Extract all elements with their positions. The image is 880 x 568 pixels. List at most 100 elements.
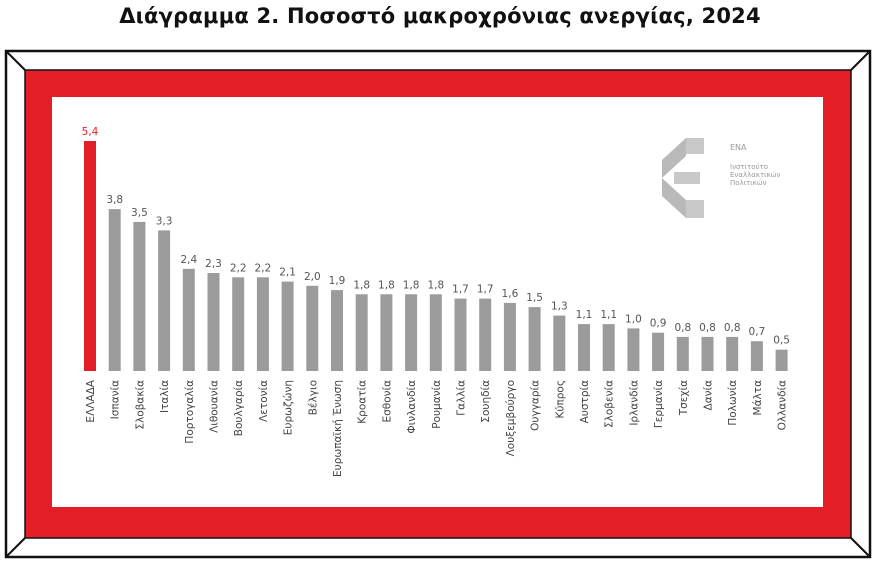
category-label-19: Κύπρος (554, 380, 566, 419)
value-label-28: 0,5 (773, 335, 790, 347)
bar-4 (182, 268, 195, 371)
value-label-17: 1,6 (502, 288, 519, 300)
category-label-8: Ευρωζώνη (283, 380, 295, 435)
category-label-13: Φινλανδία (406, 380, 418, 434)
category-label-17: Λουξεμβούργο (505, 380, 517, 456)
category-label-24: Τσεχία (678, 380, 690, 416)
value-label-24: 0,8 (674, 322, 691, 334)
value-label-14: 1,8 (427, 279, 444, 291)
chart-title: Διάγραμμα 2. Ποσοστό μακροχρόνιας ανεργί… (119, 4, 761, 28)
bar-3 (158, 230, 171, 371)
frame-bevel-tr (850, 50, 871, 71)
value-label-1: 3,8 (106, 194, 123, 206)
category-label-9: Βέλγιο (307, 380, 319, 415)
bar-14 (429, 294, 442, 371)
bar-7 (256, 277, 269, 371)
value-label-5: 2,3 (205, 258, 222, 270)
category-label-11: Κροατία (357, 380, 369, 424)
category-label-28: Ολλανδία (777, 380, 789, 430)
bar-27 (750, 341, 763, 371)
category-label-7: Λετονία (258, 380, 270, 422)
category-label-22: Ιρλανδία (628, 380, 640, 426)
bar-25 (701, 336, 714, 371)
value-label-16: 1,7 (477, 284, 494, 296)
category-label-20: Αυστρία (579, 380, 591, 423)
logo-abbr: ΕΝΑ (730, 143, 747, 152)
category-label-5: Λιθουανία (209, 380, 221, 433)
value-label-15: 1,7 (452, 284, 469, 296)
bar-23 (652, 332, 665, 371)
category-label-26: Πολωνία (727, 380, 739, 426)
bar-22 (627, 328, 640, 371)
category-label-2: Σλοβακία (134, 380, 146, 430)
bar-12 (380, 294, 393, 371)
category-label-3: Ιταλία (159, 380, 171, 413)
category-label-14: Ρουμανία (431, 380, 443, 429)
bar-8 (281, 281, 294, 371)
category-label-27: Μάλτα (752, 380, 764, 416)
bar-18 (528, 307, 541, 371)
ena-logo: ΕΝΑ Ινστιτούτο Εναλλακτικών Πολιτικών (660, 138, 790, 220)
value-label-27: 0,7 (749, 326, 766, 338)
value-label-3: 3,3 (156, 215, 173, 227)
bar-11 (355, 294, 368, 371)
category-label-0: ΕΛΛΑΔΑ (85, 379, 97, 422)
bar-19 (553, 315, 566, 371)
logo-line3: Πολιτικών (730, 179, 767, 187)
value-label-13: 1,8 (403, 279, 420, 291)
category-label-4: Πορτογαλία (184, 380, 196, 444)
value-label-2: 3,5 (131, 207, 148, 219)
ena-logo-mark (662, 138, 704, 218)
value-label-19: 1,3 (551, 301, 568, 313)
bar-26 (726, 336, 739, 371)
bar-13 (405, 294, 418, 371)
bar-5 (207, 273, 220, 371)
bar-20 (578, 324, 590, 371)
bar-10 (331, 290, 343, 371)
bar-24 (676, 336, 689, 371)
value-label-23: 0,9 (650, 318, 667, 330)
value-label-20: 1,1 (576, 309, 593, 321)
category-label-21: Σλοβενία (604, 380, 616, 428)
value-label-11: 1,8 (353, 279, 370, 291)
value-label-12: 1,8 (378, 279, 395, 291)
value-label-22: 1,0 (625, 313, 642, 325)
value-label-4: 2,4 (180, 254, 197, 266)
value-label-18: 1,5 (526, 292, 543, 304)
value-labels-group: 5,4 3,8 3,5 3,3 2,4 2,3 2,2 2,2 2,1 2,0 1,9 1,8 1,8 1… (82, 126, 790, 347)
category-label-10: Ευρωπαϊκή Ένωση (332, 380, 344, 477)
category-label-25: Δανία (703, 380, 715, 411)
category-label-18: Ουγγαρία (530, 380, 542, 431)
category-label-16: Σουηδία (480, 380, 492, 423)
frame-bevel-tl (5, 50, 26, 71)
bar-15 (454, 298, 467, 371)
frame-bevel-br (850, 537, 871, 558)
value-label-7: 2,2 (255, 262, 272, 274)
frame-bevel-bl (5, 537, 26, 558)
bar-9 (306, 285, 319, 371)
bar-2 (133, 221, 146, 371)
bar-1 (108, 209, 121, 371)
bar-28 (775, 349, 788, 371)
category-label-15: Γαλλία (456, 380, 468, 416)
value-label-8: 2,1 (279, 267, 296, 279)
value-label-6: 2,2 (230, 262, 247, 274)
bar-17 (503, 302, 516, 371)
value-label-10: 1,9 (329, 275, 346, 287)
bar-6 (232, 277, 245, 371)
bar-0 (84, 141, 96, 371)
logo-line1: Ινστιτούτο (730, 163, 769, 171)
logo-line2: Εναλλακτικών (730, 171, 781, 179)
category-labels-group: ΕΛΛΑΔΑ Ισπανία Σλοβακία Ιταλία Πορτογαλία Λιθ… (85, 379, 789, 477)
value-label-21: 1,1 (600, 309, 617, 321)
value-label-25: 0,8 (699, 322, 716, 334)
bars-group (84, 141, 788, 371)
category-label-23: Γερμανία (653, 380, 665, 428)
category-label-6: Βουλγαρία (233, 380, 245, 436)
value-label-0: 5,4 (82, 126, 99, 138)
value-label-9: 2,0 (304, 271, 321, 283)
value-label-26: 0,8 (724, 322, 741, 334)
bar-21 (602, 324, 615, 371)
category-label-12: Εσθονία (381, 380, 393, 423)
